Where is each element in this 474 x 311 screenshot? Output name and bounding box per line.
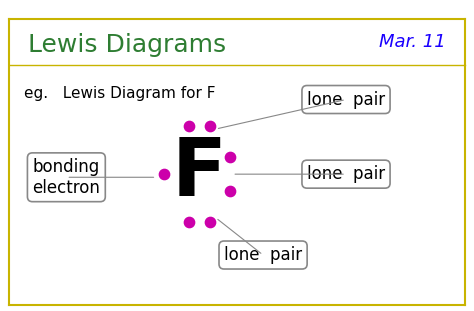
- Point: [226, 155, 234, 160]
- Point: [185, 123, 192, 128]
- Text: Mar. 11: Mar. 11: [379, 33, 446, 51]
- Text: lone  pair: lone pair: [307, 91, 385, 109]
- Point: [160, 172, 167, 177]
- Point: [226, 189, 234, 194]
- Point: [206, 220, 213, 225]
- Text: F: F: [172, 135, 227, 213]
- Text: eg.   Lewis Diagram for F: eg. Lewis Diagram for F: [24, 86, 215, 101]
- Text: Lewis Diagrams: Lewis Diagrams: [28, 33, 227, 57]
- Text: lone  pair: lone pair: [307, 165, 385, 183]
- Point: [206, 123, 213, 128]
- Text: lone  pair: lone pair: [224, 246, 302, 264]
- Text: bonding
electron: bonding electron: [32, 158, 100, 197]
- Point: [185, 220, 192, 225]
